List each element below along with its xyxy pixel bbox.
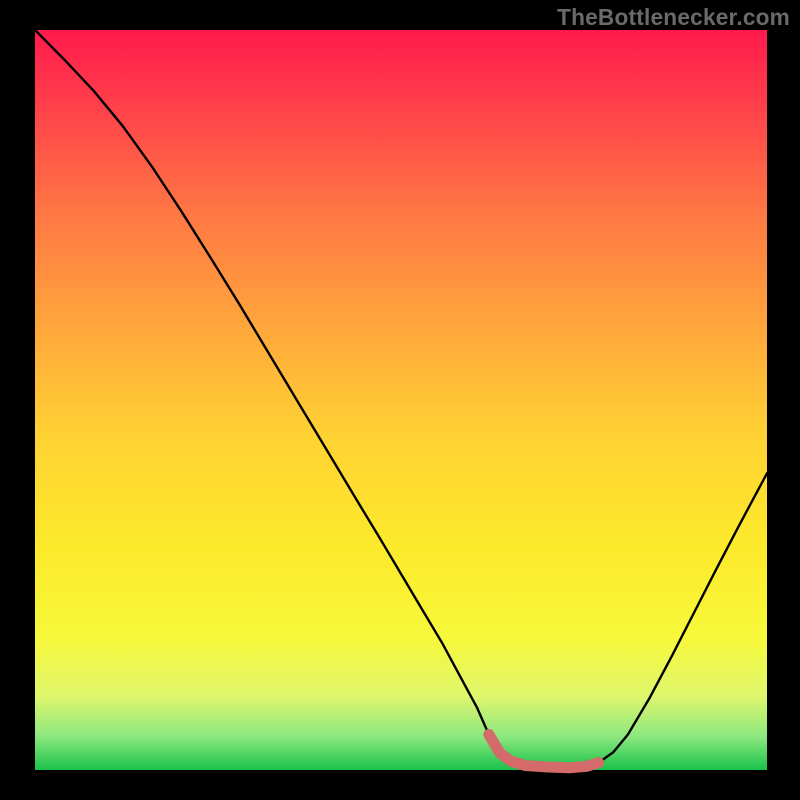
bottleneck-chart (0, 0, 800, 800)
chart-container: TheBottlenecker.com (0, 0, 800, 800)
watermark-text: TheBottlenecker.com (557, 4, 790, 31)
plot-background (35, 30, 767, 770)
